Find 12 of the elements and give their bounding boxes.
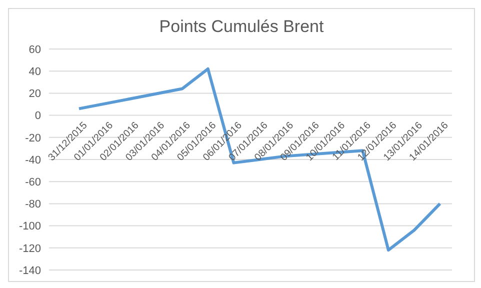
y-tick-label: 40: [28, 66, 41, 78]
y-tick-label: -60: [25, 176, 41, 189]
chart-title: Points Cumulés Brent: [158, 17, 325, 37]
y-tick-label: -100: [18, 220, 41, 233]
y-tick-label: -120: [18, 242, 41, 255]
y-tick-label: 20: [28, 88, 41, 100]
y-tick-label: -40: [25, 154, 41, 166]
y-tick-label: -20: [25, 132, 41, 144]
y-tick-label: -140: [18, 264, 41, 277]
y-tick-label: 0: [34, 110, 41, 122]
y-tick-label: -80: [25, 198, 41, 211]
y-tick-label: 60: [28, 44, 41, 56]
